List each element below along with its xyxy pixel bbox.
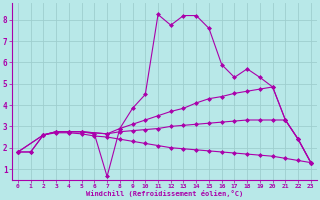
X-axis label: Windchill (Refroidissement éolien,°C): Windchill (Refroidissement éolien,°C): [86, 190, 243, 197]
